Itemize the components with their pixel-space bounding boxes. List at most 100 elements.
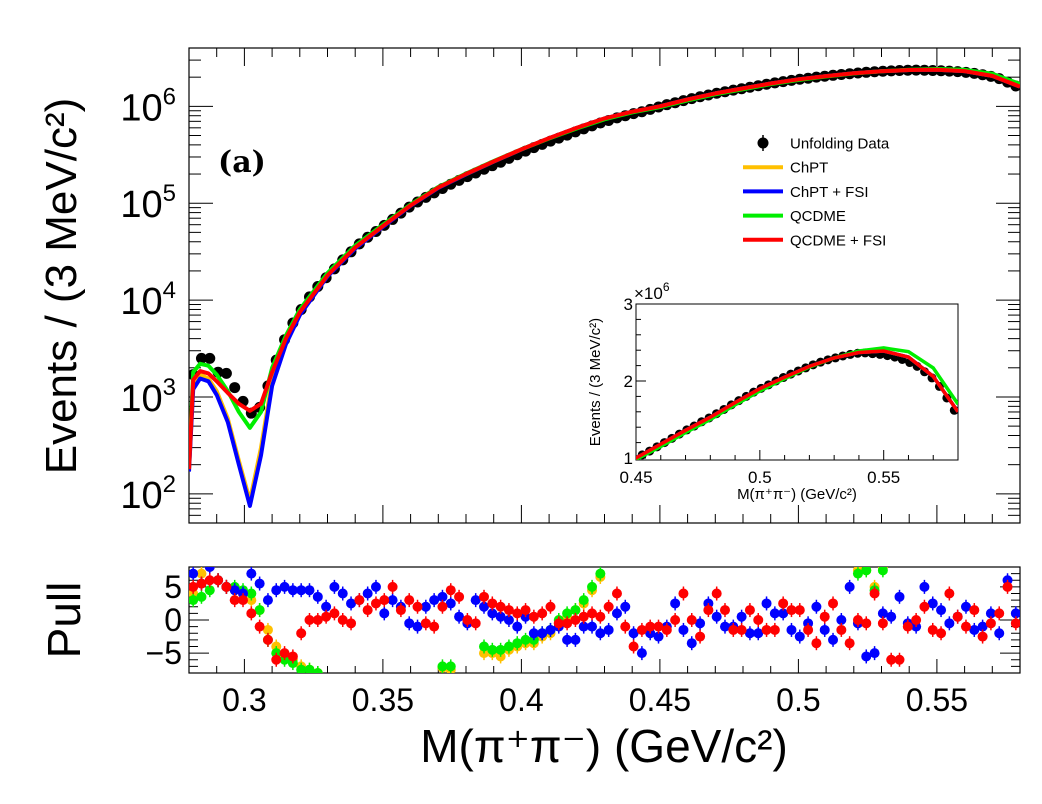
pull-point — [645, 621, 656, 632]
pull-point — [611, 608, 622, 619]
pull-point — [262, 624, 273, 635]
pull-point — [495, 601, 506, 612]
inset-curves — [636, 346, 958, 460]
pull-point — [985, 618, 996, 629]
pull-point — [1010, 618, 1020, 629]
pull-point — [346, 598, 357, 609]
data-point — [204, 352, 216, 364]
pull-point — [321, 611, 332, 622]
pull-point — [528, 611, 539, 622]
y-tick-label-base: 10 — [120, 281, 162, 323]
x-tick-label: 0.35 — [352, 682, 414, 718]
pull-point — [611, 588, 622, 599]
pull-point — [262, 595, 273, 606]
pull-point — [479, 591, 490, 602]
y-tick-label-base: 10 — [120, 378, 162, 420]
legend-item: ChPT + FSI — [743, 184, 869, 201]
pull-point — [445, 598, 456, 609]
pull-point — [287, 585, 298, 596]
pull-y-tick-label: 0 — [164, 602, 182, 638]
pull-point — [429, 595, 440, 606]
legend: Unfolding Data ChPT ChPT + FSI QCDME QCDME +… — [743, 135, 890, 249]
pull-point — [894, 591, 905, 602]
pull-point — [603, 624, 614, 635]
y-tick-label-base: 10 — [120, 475, 162, 517]
pull-point — [844, 638, 855, 649]
pull-point — [570, 634, 581, 645]
pull-point — [412, 621, 423, 632]
pull-point — [404, 618, 415, 629]
pull-point — [570, 615, 581, 625]
pull-point — [395, 605, 406, 616]
y-tick-label-exponent: 5 — [163, 180, 176, 207]
pull-point — [636, 624, 647, 635]
pull-point — [653, 631, 664, 642]
pull-point — [420, 601, 431, 612]
legend-item: QCDME + FSI — [743, 232, 886, 249]
inset-y-multiplier: ×106 — [634, 280, 670, 303]
pull-point — [719, 621, 730, 632]
pull-point — [312, 668, 323, 673]
pull-point — [985, 608, 996, 619]
y-tick-label-base: 10 — [120, 87, 162, 129]
legend-label: QCDME — [790, 208, 846, 225]
pull-point — [819, 624, 830, 635]
pull-point — [960, 621, 971, 632]
y-tick-label: 106 — [120, 83, 176, 129]
inset-y-tick-label: 3 — [624, 295, 633, 314]
pull-point — [628, 641, 639, 652]
pull-point — [562, 608, 573, 619]
pull-point — [587, 581, 598, 592]
pull-point — [877, 608, 888, 619]
pull-point — [487, 598, 498, 609]
pull-point — [296, 664, 307, 673]
pull-point — [1010, 608, 1020, 619]
pull-point — [852, 615, 863, 625]
legend-label: QCDME + FSI — [790, 232, 886, 249]
pull-point — [304, 615, 315, 625]
pull-point — [462, 615, 473, 625]
pull-point — [678, 624, 689, 635]
pull-point — [678, 588, 689, 599]
pull-point — [520, 605, 531, 616]
pull-point — [487, 608, 498, 619]
pull-point — [312, 591, 323, 602]
pull-point — [445, 585, 456, 596]
pull-point — [337, 588, 348, 599]
pull-point — [969, 624, 980, 635]
pull-point — [936, 628, 947, 639]
pull-point — [869, 648, 880, 659]
pull-point — [578, 621, 589, 632]
pull-point — [503, 605, 514, 616]
inset-x-tick-label: 0.55 — [867, 468, 900, 487]
pull-point — [786, 605, 797, 616]
pull-point — [503, 641, 514, 652]
pull-point — [960, 601, 971, 612]
legend-label: ChPT + FSI — [790, 184, 869, 201]
pull-point — [886, 654, 897, 665]
pull-point — [977, 621, 988, 632]
pull-point — [761, 624, 772, 635]
pull-point — [304, 585, 315, 596]
pull-point — [271, 654, 282, 665]
pull-point — [769, 624, 780, 635]
pull-point — [844, 581, 855, 592]
pull-point — [778, 608, 789, 619]
x-tick-label: 0.4 — [499, 682, 543, 718]
pull-point — [587, 621, 598, 632]
legend-item: QCDME — [743, 208, 846, 225]
pull-point — [321, 601, 332, 612]
pull-point — [811, 601, 822, 612]
pull-point — [869, 588, 880, 599]
pull-point — [246, 608, 257, 619]
pull-point — [778, 598, 789, 609]
pull-point — [595, 628, 606, 639]
pull-point — [894, 654, 905, 665]
pull-point — [852, 568, 863, 579]
x-tick-label: 0.5 — [776, 682, 820, 718]
pull-point — [528, 628, 539, 639]
pull-point — [221, 581, 232, 592]
pull-point — [728, 624, 739, 635]
